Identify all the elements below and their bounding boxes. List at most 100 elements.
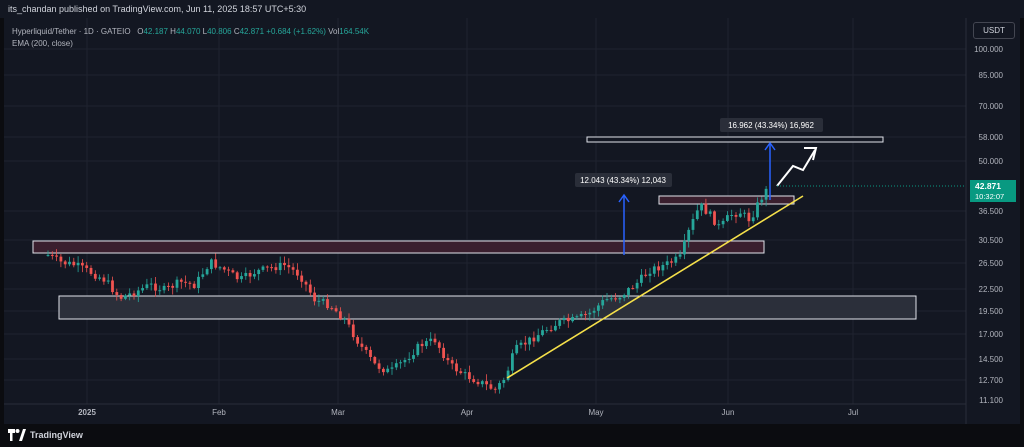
candle-body xyxy=(382,368,385,373)
candle-body xyxy=(111,280,114,293)
candle-body xyxy=(665,261,669,266)
high-value: 44.070 xyxy=(175,27,201,36)
candle-body xyxy=(751,217,755,222)
breakout-zone[interactable] xyxy=(658,195,795,205)
candle-body xyxy=(691,219,695,230)
price-axis[interactable]: 100.000 85.000 70.000 58.000 50.000 36.5… xyxy=(974,45,1003,405)
candle-body xyxy=(640,274,643,283)
candle-body xyxy=(489,384,493,389)
candle-body xyxy=(622,294,626,298)
measure-arrow-upper[interactable] xyxy=(764,141,776,200)
candle-body xyxy=(192,283,196,289)
candle-body xyxy=(455,363,458,372)
candle-body xyxy=(554,325,557,331)
candle-body xyxy=(136,290,140,297)
candle-body xyxy=(222,267,226,270)
high-label: H xyxy=(170,27,176,36)
time-tick: Apr xyxy=(461,408,474,417)
price-tick: 22.500 xyxy=(979,285,1004,294)
current-price: 42.871 xyxy=(975,181,1001,191)
candle-body xyxy=(412,355,415,359)
candle-body xyxy=(347,318,351,325)
candle-body xyxy=(128,293,132,296)
low-label: L xyxy=(202,27,208,36)
indicator-row[interactable]: EMA (200, close) xyxy=(12,38,369,50)
candle-body xyxy=(171,285,175,288)
candle-body xyxy=(278,262,282,271)
time-axis[interactable]: 2025 Feb Mar Apr May Jun Jul xyxy=(78,408,858,417)
price-tick: 50.000 xyxy=(979,157,1004,166)
price-tick: 100.000 xyxy=(974,45,1003,54)
candle-body xyxy=(184,281,187,283)
candle-body xyxy=(700,203,703,211)
candle-body xyxy=(687,229,691,241)
candle-body xyxy=(201,274,205,277)
candle-body xyxy=(339,311,342,320)
candle-body xyxy=(390,367,394,369)
target-zone[interactable] xyxy=(586,136,884,143)
candle-body xyxy=(459,371,463,374)
candle-body xyxy=(747,212,751,222)
support-zone[interactable] xyxy=(58,295,917,320)
candle-body xyxy=(425,341,428,347)
candle-body xyxy=(678,254,682,257)
candle-body xyxy=(141,288,144,291)
candle-body xyxy=(270,267,273,269)
volume-label: Vol xyxy=(328,27,340,36)
change-value: +0.684 (+1.62%) xyxy=(266,27,326,36)
resistance-zone[interactable] xyxy=(32,240,765,254)
candle-body xyxy=(274,267,278,271)
tradingview-logo-icon xyxy=(8,429,26,441)
uptrend-line[interactable] xyxy=(506,195,804,379)
candle-body xyxy=(50,254,54,256)
measure-arrow-lower[interactable] xyxy=(618,193,630,255)
candle-body xyxy=(597,305,600,311)
currency-badge[interactable]: USDT xyxy=(973,22,1015,39)
candle-body xyxy=(132,293,136,297)
projection-arrow[interactable] xyxy=(776,149,816,187)
candle-body xyxy=(287,265,291,268)
candle-body xyxy=(657,266,660,271)
candle-body xyxy=(72,261,76,266)
candle-body xyxy=(300,275,304,282)
time-tick: May xyxy=(588,408,603,417)
candle-body xyxy=(670,261,673,263)
candle-body xyxy=(356,337,359,344)
candle-body xyxy=(119,294,123,299)
low-value: 40.806 xyxy=(207,27,232,36)
time-tick: Jul xyxy=(848,408,858,417)
open-value: 42.187 xyxy=(143,27,168,36)
candle-body xyxy=(683,240,686,255)
candle-body xyxy=(515,344,519,354)
candle-body xyxy=(115,292,119,295)
candle-body xyxy=(188,282,192,284)
candle-body xyxy=(167,285,170,287)
price-tick: 26.500 xyxy=(979,259,1004,268)
chart-legend[interactable]: Hyperliquid/Tether · 1D · GATEIO O42.187… xyxy=(12,26,369,50)
price-tick: 85.000 xyxy=(979,71,1004,80)
price-tick: 58.000 xyxy=(979,133,1004,142)
candle-body xyxy=(261,266,265,270)
candle-body xyxy=(334,308,338,312)
publisher-text: its_chandan published on TradingView.com… xyxy=(8,4,307,14)
candle-body xyxy=(214,259,218,268)
footer: TradingView xyxy=(0,424,1024,447)
candle-body xyxy=(652,266,656,274)
indicator-name: EMA (200, close) xyxy=(12,39,73,48)
candle-body xyxy=(330,308,334,310)
candle-body xyxy=(317,300,321,302)
candle-body xyxy=(558,320,562,326)
brand-name: TradingView xyxy=(30,430,83,440)
candle-body xyxy=(68,261,71,265)
candle-body xyxy=(227,269,230,271)
candle-body xyxy=(506,370,510,380)
candle-body xyxy=(240,276,243,280)
candle-body xyxy=(145,284,149,289)
candle-body xyxy=(360,343,364,347)
candle-body xyxy=(485,381,488,385)
candle-body xyxy=(523,342,527,345)
candle-body xyxy=(149,283,153,285)
candle-body xyxy=(162,285,166,291)
